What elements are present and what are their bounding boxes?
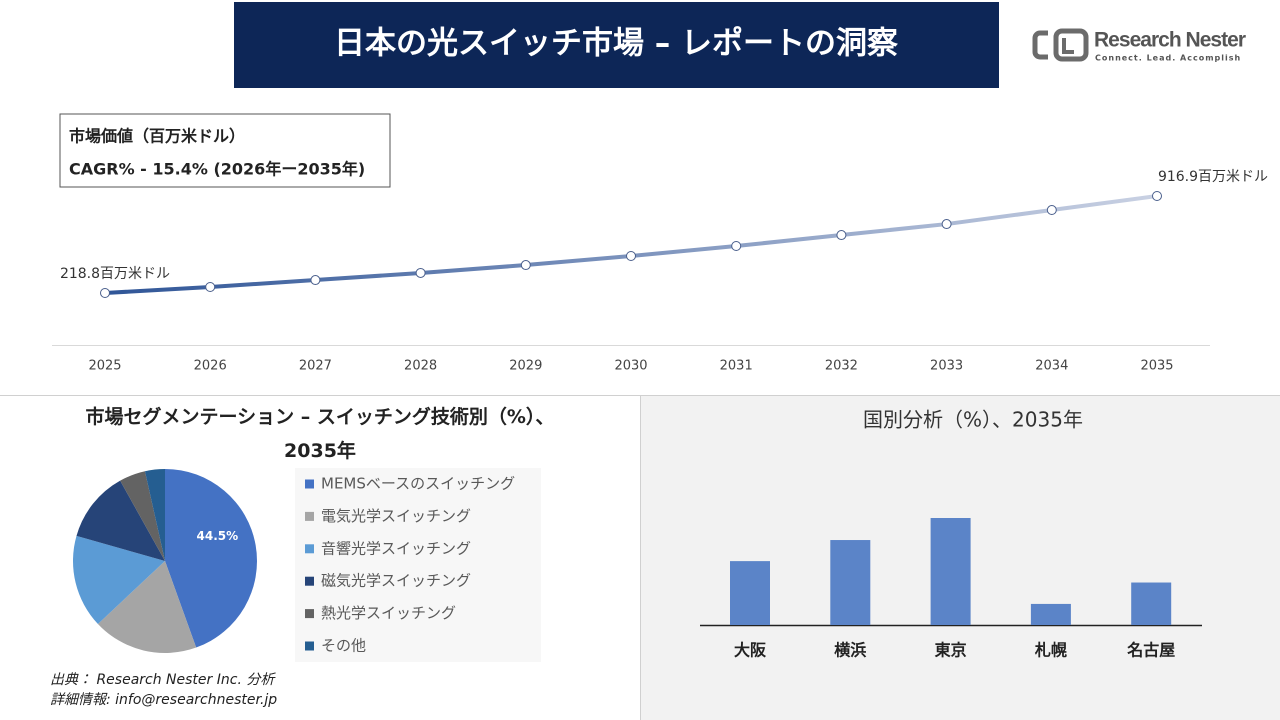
- x-tick-label: 2035: [1140, 359, 1173, 374]
- pie-slice: [97, 561, 197, 654]
- pie-slice: [73, 535, 165, 624]
- x-tick-label: 大阪: [734, 641, 767, 660]
- data-label: 218.8百万米ドル: [60, 266, 170, 282]
- bar: [1030, 603, 1071, 625]
- pie-slice: [76, 480, 165, 561]
- bar: [830, 540, 871, 625]
- x-tick-label: 2033: [930, 359, 963, 374]
- bar: [730, 561, 770, 625]
- header-box: [234, 2, 999, 88]
- legend-label: 電気光学スイッチング: [321, 507, 471, 525]
- legend-swatch: [305, 479, 314, 489]
- legend-label: 音響光学スイッチング: [321, 539, 471, 557]
- logo-text: Research Nester: [1094, 29, 1246, 52]
- info-line: 市場価値（百万米ドル）: [69, 127, 245, 146]
- line: [104, 194, 1158, 295]
- x-tick-label: 2025: [88, 359, 121, 374]
- x-tick-label: 2034: [1035, 359, 1068, 374]
- x-tick-label: 2031: [720, 359, 753, 374]
- x-tick-label: 2026: [194, 359, 227, 374]
- bar: [930, 518, 971, 625]
- point: [731, 241, 742, 252]
- data-label: 916.9百万米ドル: [1158, 169, 1268, 185]
- x-tick-label: 2029: [509, 359, 542, 374]
- chart-title: 国別分析（%）、2035年: [863, 408, 1083, 432]
- legend-swatch: [305, 576, 314, 586]
- logo: [1032, 28, 1089, 62]
- legend-swatch: [305, 609, 314, 619]
- legend-swatch: [305, 544, 314, 554]
- x-tick-label: 名古屋: [1126, 641, 1175, 660]
- point: [626, 251, 636, 262]
- legend-label: 磁気光学スイッチング: [321, 572, 471, 590]
- source: 出典： Research Nester Inc. 分析: [50, 672, 276, 688]
- point: [1152, 191, 1162, 201]
- point: [310, 275, 321, 286]
- x-tick-label: 2030: [614, 359, 647, 374]
- info-box: [59, 113, 391, 188]
- data-label: 44.5%: [197, 529, 239, 543]
- x-tick-label: 2032: [825, 359, 858, 374]
- point: [941, 219, 952, 230]
- pie-title: 市場セグメンテーション – スイッチング技術別（%）、2035年: [85, 406, 555, 462]
- x-tick-label: 2027: [299, 359, 332, 374]
- pie-slice: [165, 469, 258, 648]
- legend-label: その他: [321, 637, 366, 655]
- point: [520, 260, 531, 271]
- bar: [1131, 582, 1172, 625]
- header-title: 日本の光スイッチ市場 – レポートの洞察: [334, 26, 898, 62]
- x-tick-label: 横浜: [834, 641, 866, 660]
- legend-label: 熱光学スイッチング: [321, 604, 456, 622]
- x-tick-label: 東京: [935, 641, 967, 660]
- source: 詳細情報: info@researchnester.jp: [50, 692, 277, 708]
- legend-swatch: [305, 641, 314, 651]
- pie-slice: [144, 469, 165, 561]
- point: [205, 281, 216, 292]
- point: [836, 230, 847, 241]
- point: [415, 267, 426, 278]
- point: [1046, 205, 1057, 216]
- legend-box: [295, 468, 541, 662]
- x-tick-label: 札幌: [1034, 641, 1067, 660]
- legend-label: MEMSベースのスイッチング: [321, 475, 515, 493]
- x-tick-label: 2028: [404, 359, 437, 374]
- pie-slice: [120, 471, 165, 561]
- legend-swatch: [305, 511, 314, 521]
- logo-tagline: Connect. Lead. Accomplish: [1095, 54, 1241, 63]
- info-line: CAGR% - 15.4% (2026年ー2035年): [69, 160, 365, 179]
- point: [100, 288, 110, 298]
